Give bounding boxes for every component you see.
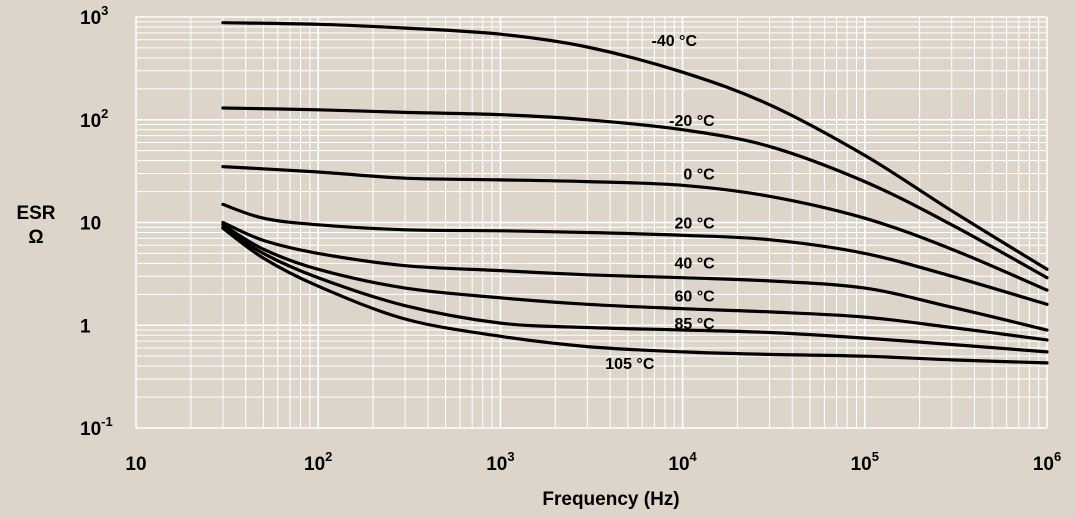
x-tick-label-1: 102 (304, 449, 332, 475)
y-tick-label-4: 103 (80, 3, 108, 29)
y-tick-label-1: 1 (80, 316, 91, 337)
y-tick-label-0: 10-1 (80, 414, 113, 440)
series-line-6 (221, 225, 1049, 354)
series-line-0 (221, 21, 1049, 271)
y-axis-title-line2: Ω (28, 227, 43, 248)
series-line-5 (221, 223, 1049, 342)
series-label-6: 85 °C (674, 316, 715, 333)
y-tick-label-2: 10 (80, 214, 101, 235)
y-axis-title-line1: ESR (16, 203, 55, 224)
series-label-1: -20 °C (669, 113, 715, 130)
series-line-2 (221, 165, 1049, 292)
x-tick-label-5: 106 (1033, 449, 1061, 475)
x-tick-labels: 10 102 103 104 105 106 (125, 449, 1061, 475)
x-tick-label-0: 10 (125, 454, 146, 475)
x-tick-label-3: 104 (668, 449, 697, 475)
series-labels: -40 °C -20 °C 0 °C 20 °C 40 °C 60 °C 85 °C 105 … (605, 33, 715, 373)
x-tick-label-2: 103 (486, 449, 514, 475)
series-line-4 (221, 220, 1049, 332)
grid (135, 16, 1048, 429)
x-axis-title: Frequency (Hz) (542, 489, 679, 510)
series-lines (221, 21, 1049, 365)
y-tick-label-3: 102 (80, 106, 108, 132)
series-label-0: -40 °C (651, 33, 697, 50)
series-label-4: 40 °C (674, 255, 715, 272)
series-line-7 (221, 226, 1049, 365)
series-label-2: 0 °C (683, 166, 715, 183)
x-tick-label-4: 105 (851, 449, 879, 475)
y-tick-labels: 10-1 1 10 102 103 (80, 3, 113, 440)
series-line-1 (221, 106, 1049, 280)
series-label-7: 105 °C (605, 356, 655, 373)
series-label-3: 20 °C (674, 216, 715, 233)
series-line-3 (221, 202, 1049, 306)
series-label-5: 60 °C (674, 288, 715, 305)
